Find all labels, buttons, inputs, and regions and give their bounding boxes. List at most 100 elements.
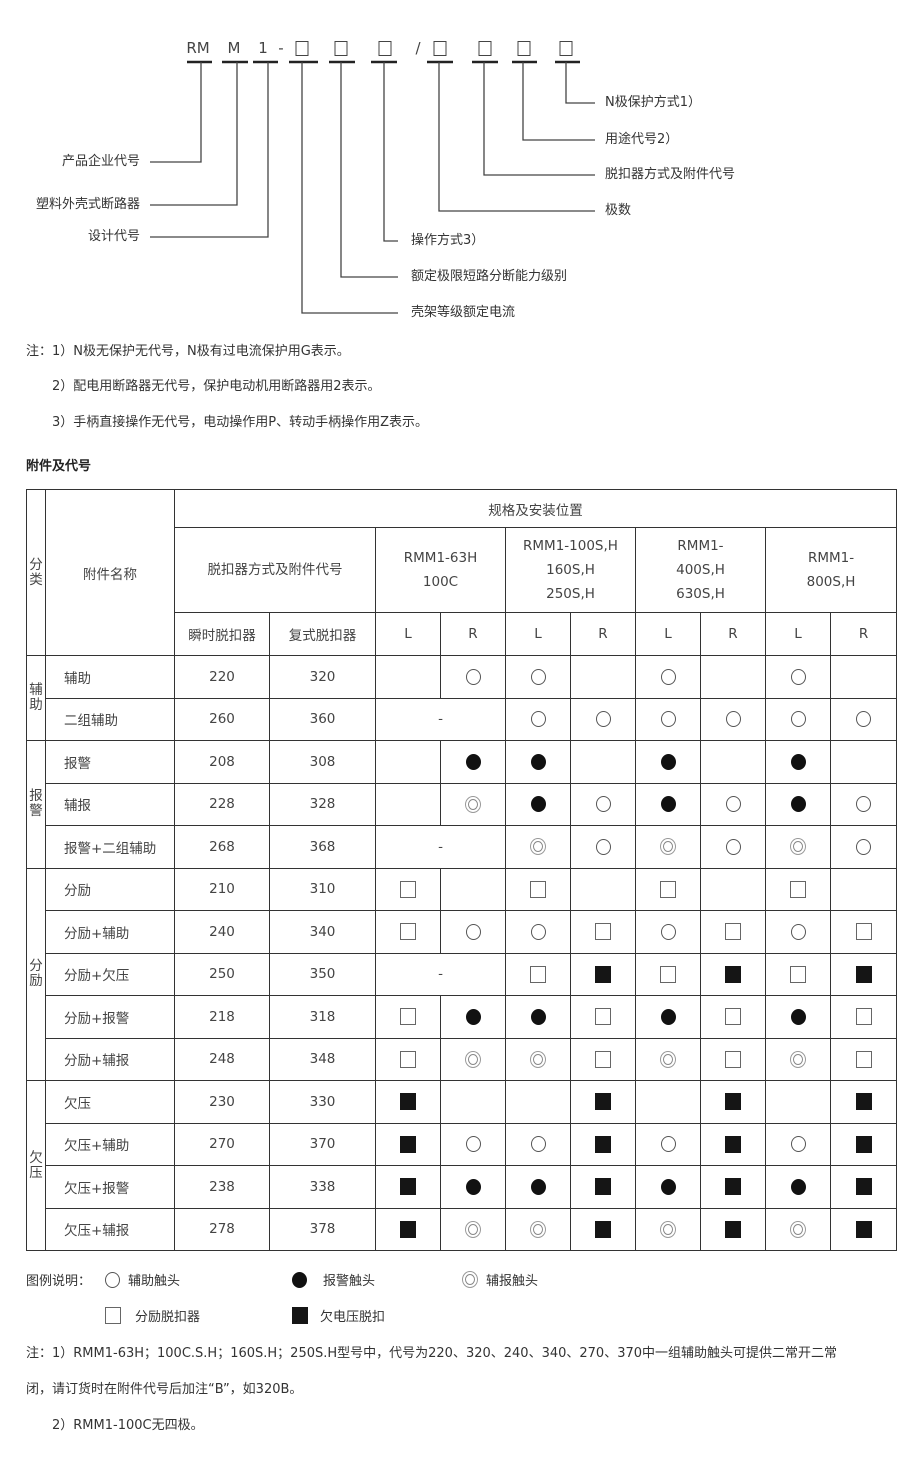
undervoltage-release-icon	[855, 1093, 872, 1111]
accessory-name: 分励+辅报	[45, 1037, 175, 1081]
mark-cell	[635, 740, 701, 784]
undervoltage-release-icon	[855, 1135, 872, 1153]
instant-code: 260	[174, 697, 270, 741]
compound-code: 330	[269, 1080, 376, 1124]
aux-contact-icon	[530, 711, 546, 728]
mark-cell	[505, 952, 571, 996]
mark-cell	[765, 1037, 831, 1081]
aux-alarm-contact-icon	[530, 1050, 546, 1068]
table-row: 辅报 228 328	[27, 782, 898, 826]
undervoltage-release-icon	[725, 1220, 741, 1238]
mark-cell	[829, 782, 898, 826]
legend-aux-label: 辅助触头	[128, 1274, 181, 1289]
mark-cell	[829, 1122, 898, 1166]
undervoltage-release-icon	[400, 1178, 416, 1196]
aux-contact-icon	[530, 668, 546, 685]
mark-cell	[829, 1165, 898, 1209]
code-box	[334, 41, 348, 56]
shunt-release-icon	[400, 923, 416, 941]
aux-contact-icon	[856, 711, 872, 728]
mark-cell	[700, 910, 766, 954]
instant-code: 208	[174, 740, 270, 784]
mark-cell	[440, 655, 506, 699]
mark-cell	[765, 910, 831, 954]
diagram-lines	[150, 60, 595, 314]
mark-cell	[570, 867, 636, 911]
aux-contact-icon	[465, 1136, 481, 1153]
mark-cell	[829, 1037, 898, 1081]
mark-cell	[765, 825, 831, 869]
aux-contact-icon	[595, 711, 611, 728]
aux-contact-icon	[465, 923, 481, 940]
table-body: 辅助 辅助 220 320 二组辅助 260 360- 报警 报警 208 308 辅报 228 328 报…	[26, 655, 898, 1251]
legend-alarm: 报警触头	[292, 1270, 375, 1289]
label-operation: 操作方式3）	[411, 233, 485, 248]
not-applicable-cell: -	[375, 952, 506, 996]
mark-cell	[570, 740, 636, 784]
legend-shunt: 分励脱扣器	[105, 1306, 200, 1325]
code-box	[559, 41, 573, 56]
compound-code: 340	[269, 910, 376, 954]
header-l: L	[765, 612, 831, 656]
compound-code: 360	[269, 697, 376, 741]
code-rm: RM	[186, 39, 210, 57]
alarm-contact-icon	[530, 796, 546, 813]
note-top-2: 2）配电用断路器无代号，保护电动机用断路器用2表示。	[52, 379, 381, 394]
mark-cell	[635, 1165, 701, 1209]
shunt-release-icon	[725, 1008, 741, 1026]
accessory-name: 分励+欠压	[45, 952, 175, 996]
shunt-release-icon	[400, 1008, 416, 1026]
compound-code: 320	[269, 655, 376, 699]
mark-cell	[505, 995, 571, 1039]
mark-cell	[700, 1080, 766, 1124]
header-r: R	[440, 612, 506, 656]
undervoltage-release-icon	[595, 1135, 611, 1153]
aux-contact-icon	[530, 1136, 546, 1153]
compound-code: 370	[269, 1122, 376, 1166]
aux-contact-icon	[856, 838, 872, 855]
category-cell: 辅助	[26, 655, 46, 741]
mark-cell	[375, 1080, 441, 1124]
label-n-pole: N极保护方式1）	[605, 95, 701, 110]
shunt-release-icon	[105, 1307, 121, 1324]
mark-cell	[440, 867, 506, 911]
header-r: R	[829, 612, 898, 656]
legend-uv-label: 欠电压脱扣	[320, 1310, 386, 1325]
compound-code: 348	[269, 1037, 376, 1081]
alarm-contact-icon	[530, 1178, 546, 1195]
mark-cell	[570, 697, 636, 741]
alarm-contact-icon	[790, 753, 806, 770]
mark-cell	[829, 825, 898, 869]
mark-cell	[505, 910, 571, 954]
header-l: L	[505, 612, 571, 656]
legend-title: 图例说明：	[26, 1274, 92, 1289]
undervoltage-release-icon	[595, 965, 611, 983]
mark-cell	[765, 1207, 831, 1251]
accessory-name: 报警	[45, 740, 175, 784]
label-mccb: 塑料外壳式断路器	[35, 197, 140, 212]
aux-contact-icon	[856, 796, 872, 813]
undervoltage-release-icon	[595, 1220, 611, 1238]
mark-cell	[635, 697, 701, 741]
table-row: 欠压+辅助 270 370	[27, 1122, 898, 1166]
undervoltage-release-icon	[400, 1220, 416, 1238]
code-1: 1	[258, 39, 268, 57]
shunt-release-icon	[530, 880, 546, 898]
undervoltage-release-icon	[595, 1178, 611, 1196]
accessory-name: 欠压+报警	[45, 1165, 175, 1209]
table-row: 欠压+报警 238 338	[27, 1165, 898, 1209]
aux-contact-icon	[595, 796, 611, 813]
mark-cell	[765, 782, 831, 826]
aux-contact-icon	[725, 796, 741, 813]
accessory-table: 分类 附件名称 规格及安装位置 脱扣器方式及附件代号 RMM1-63H 100C…	[26, 489, 898, 1251]
mark-cell	[635, 1122, 701, 1166]
mark-cell	[765, 740, 831, 784]
mark-cell	[829, 655, 898, 699]
mark-cell	[570, 952, 636, 996]
mark-cell	[829, 995, 898, 1039]
mark-cell	[765, 952, 831, 996]
shunt-release-icon	[855, 1008, 872, 1026]
mark-cell	[700, 782, 766, 826]
instant-code: 238	[174, 1165, 270, 1209]
instant-code: 230	[174, 1080, 270, 1124]
